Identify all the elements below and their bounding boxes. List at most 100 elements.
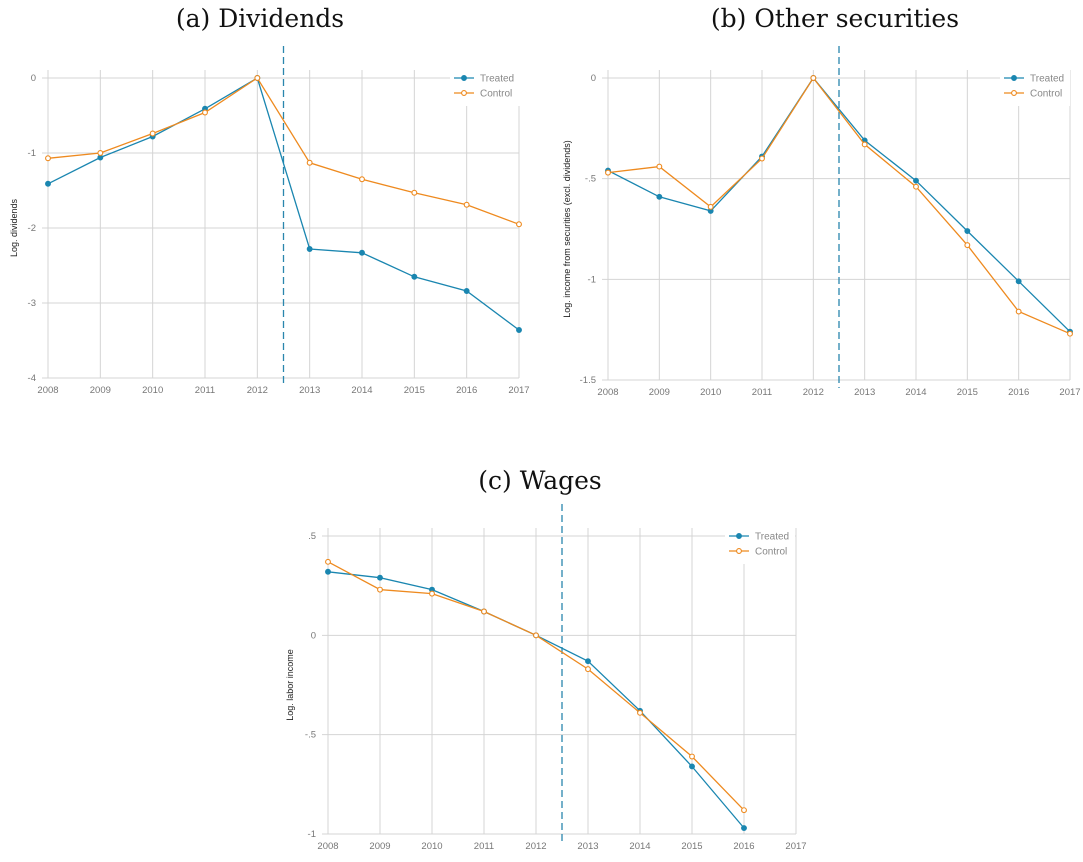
y-tick-label: -4: [28, 373, 36, 384]
data-point-control: [810, 75, 817, 81]
x-tick-label: 2016: [733, 841, 754, 852]
y-tick-label: -1: [308, 829, 316, 840]
data-point-control: [689, 753, 695, 760]
data-point-control: [481, 608, 487, 615]
data-point-treated: [585, 658, 591, 665]
legend-label: Treated: [480, 74, 514, 85]
legend-marker: [461, 90, 467, 96]
data-point-control: [306, 159, 313, 166]
data-point-control: [637, 709, 643, 716]
data-point-control: [97, 150, 104, 156]
y-tick-label: 0: [31, 73, 36, 84]
data-point-control: [759, 155, 765, 162]
legend: Treated Control: [450, 66, 520, 106]
series-line-treated: [47, 77, 520, 331]
series-line-control: [47, 77, 520, 225]
legend: Treated Control: [725, 524, 795, 564]
series-line-treated: [607, 76, 1071, 333]
chart-c-title: (c) Wages: [478, 466, 602, 495]
x-tick-label: 2009: [90, 385, 111, 396]
series-line-control: [607, 76, 1071, 335]
y-tick-label: -3: [28, 298, 36, 309]
legend-label: Control: [480, 89, 512, 100]
data-point-control: [707, 203, 714, 210]
data-point-treated: [964, 228, 971, 234]
chart-1: 2008 2009 2010 2011 2012 2013 2014 2015 2016 2017…: [562, 46, 1081, 398]
data-point-control: [533, 632, 539, 639]
x-tick-label: 2017: [785, 841, 806, 852]
y-tick-label: -1: [588, 274, 596, 285]
x-tick-label: 2010: [142, 385, 163, 396]
data-point-treated: [411, 273, 418, 280]
x-tick-label: 2015: [681, 841, 702, 852]
legend-label: Control: [1030, 89, 1062, 100]
legend-label: Control: [755, 547, 787, 558]
data-point-control: [516, 221, 522, 228]
chart-0: 2008 2009 2010 2011 2012 2013 2014 2015 2016 2017…: [9, 46, 530, 396]
x-tick-label: 2011: [195, 385, 215, 396]
data-point-treated: [516, 327, 522, 333]
data-point-treated: [1015, 278, 1022, 285]
legend-box: [450, 66, 520, 106]
legend-box: [1000, 66, 1070, 106]
x-tick-label: 2016: [1008, 387, 1029, 398]
x-tick-label: 2008: [317, 841, 338, 852]
data-point-control: [149, 130, 156, 137]
x-tick-label: 2014: [905, 387, 926, 398]
data-point-control: [254, 75, 261, 81]
data-point-control: [964, 242, 971, 249]
x-tick-label: 2014: [351, 385, 372, 396]
data-point-treated: [45, 180, 51, 187]
x-tick-label: 2010: [421, 841, 442, 852]
x-tick-label: 2015: [957, 387, 978, 398]
data-point-control: [605, 169, 611, 176]
legend-marker: [1011, 90, 1017, 96]
y-tick-label: 0: [591, 73, 596, 84]
data-point-treated: [306, 246, 313, 252]
x-tick-label: 2009: [369, 841, 390, 852]
x-tick-label: 2008: [37, 385, 58, 396]
legend-label: Treated: [1030, 74, 1064, 85]
y-tick-label: -1.5: [580, 375, 596, 386]
x-tick-label: 2008: [597, 387, 618, 398]
legend-marker: [1011, 75, 1017, 81]
x-tick-label: 2016: [456, 385, 477, 396]
y-axis-label: Log. dividends: [9, 198, 19, 257]
y-tick-label: .5: [308, 531, 316, 542]
x-tick-label: 2013: [854, 387, 875, 398]
x-tick-label: 2012: [803, 387, 824, 398]
chart-b-title: (b) Other securities: [710, 4, 960, 33]
data-point-control: [411, 189, 418, 196]
y-tick-label: -.5: [305, 730, 316, 741]
chart-2: 2008 2009 2010 2011 2012 2013 2014 2015 2016 2017…: [285, 504, 807, 852]
x-tick-label: 2012: [525, 841, 546, 852]
legend-box: [725, 524, 795, 564]
data-point-treated: [656, 193, 663, 200]
x-tick-label: 2014: [629, 841, 650, 852]
data-point-treated: [463, 288, 470, 294]
x-tick-label: 2017: [1059, 387, 1080, 398]
x-tick-label: 2013: [577, 841, 598, 852]
data-point-control: [1067, 330, 1073, 337]
data-point-control: [1015, 308, 1022, 315]
data-point-treated: [325, 568, 331, 575]
y-axis-label: Log. income from securities (excl. divid…: [562, 140, 572, 318]
data-point-control: [861, 141, 868, 148]
x-tick-label: 2011: [474, 841, 494, 852]
data-point-control: [325, 558, 331, 565]
y-tick-label: -2: [28, 223, 36, 234]
legend-marker: [736, 533, 742, 539]
x-tick-label: 2017: [508, 385, 529, 396]
data-point-treated: [913, 177, 919, 184]
x-tick-label: 2011: [752, 387, 772, 398]
data-point-treated: [741, 825, 747, 831]
data-point-control: [45, 155, 51, 162]
legend-marker: [736, 548, 742, 554]
data-point-control: [202, 109, 208, 116]
x-tick-label: 2010: [700, 387, 721, 398]
data-point-control: [463, 201, 470, 208]
y-axis-label: Log. labor income: [285, 649, 295, 721]
data-point-control: [359, 176, 365, 183]
legend-marker: [461, 75, 467, 81]
